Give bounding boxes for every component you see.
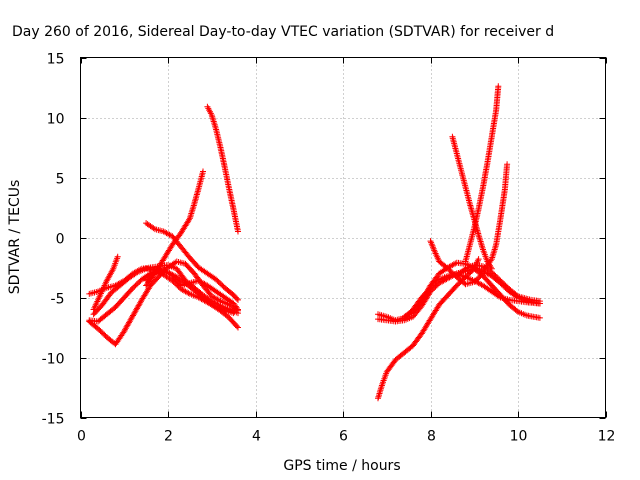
- x-tick-label: 12: [598, 429, 616, 445]
- axes: 0 2 4 6 8 10 12 -15 -10 -5 0 5 10 15: [42, 52, 616, 445]
- data-point: [200, 168, 206, 175]
- data-point: [230, 310, 237, 317]
- data-points: [86, 83, 543, 402]
- series-track: [143, 168, 206, 289]
- data-point: [114, 253, 121, 260]
- chart-title: Day 260 of 2016, Sidereal Day-to-day VTE…: [12, 24, 554, 40]
- y-tick-label: -5: [51, 292, 65, 308]
- series-track: [204, 103, 241, 235]
- series-track: [90, 253, 121, 313]
- grid-layer: [80, 57, 606, 418]
- data-point: [495, 83, 502, 90]
- data-point: [235, 296, 241, 303]
- y-tick-label: -15: [42, 412, 65, 428]
- x-tick-label: 0: [77, 429, 86, 445]
- series-track: [90, 265, 237, 318]
- series-track: [462, 83, 502, 265]
- x-tick-label: 8: [427, 429, 436, 445]
- data-point: [478, 271, 485, 278]
- x-tick-label: 2: [164, 429, 173, 445]
- series-track: [427, 238, 486, 288]
- data-point: [235, 324, 241, 331]
- data-point: [186, 216, 192, 223]
- data-point: [475, 256, 482, 263]
- data-point: [235, 228, 241, 235]
- y-tick-label: 15: [47, 52, 65, 68]
- data-point: [536, 298, 543, 305]
- series-track: [453, 262, 543, 305]
- y-axis-label: SDTVAR / TECUs: [7, 180, 23, 295]
- x-tick-label: 6: [339, 429, 348, 445]
- x-tick-label: 4: [252, 429, 261, 445]
- y-tick-label: 5: [56, 172, 65, 188]
- data-point: [504, 161, 511, 168]
- data-point: [233, 295, 240, 302]
- x-tick-label: 10: [510, 429, 528, 445]
- series-track: [375, 265, 543, 325]
- y-tick-label: 10: [47, 112, 65, 128]
- y-tick-label: 0: [56, 232, 65, 248]
- data-point: [233, 323, 240, 330]
- data-point: [235, 306, 241, 313]
- x-axis-label: GPS time / hours: [283, 458, 400, 474]
- data-point: [536, 314, 543, 321]
- y-tick-label: -10: [42, 352, 65, 368]
